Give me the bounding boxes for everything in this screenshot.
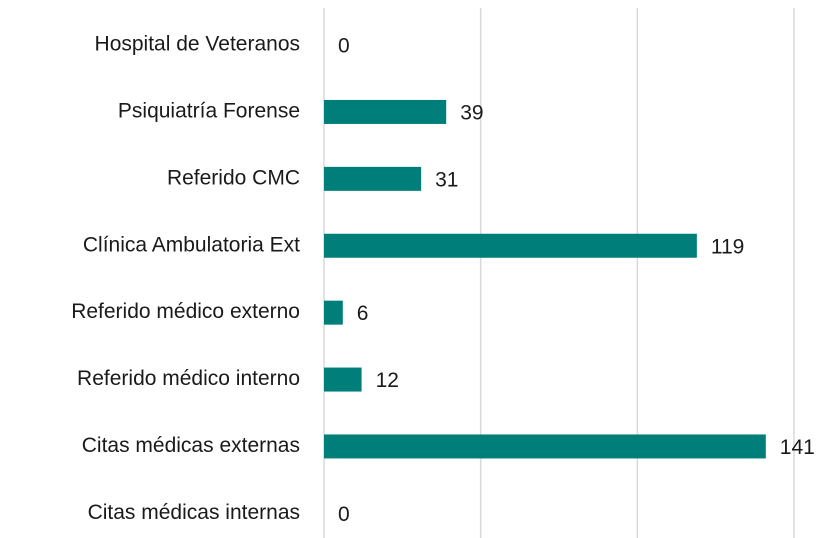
category-label: Citas médicas externas <box>82 434 300 457</box>
category-label: Referido CMC <box>167 166 300 189</box>
value-label: 31 <box>435 168 458 191</box>
category-label: Referido médico externo <box>71 300 300 323</box>
bar <box>324 434 766 459</box>
value-label: 39 <box>460 101 483 124</box>
bar <box>324 166 422 191</box>
category-label: Citas médicas internas <box>88 501 300 524</box>
value-label: 0 <box>338 503 350 526</box>
value-label: 141 <box>780 436 815 459</box>
bar <box>324 300 343 325</box>
category-label: Hospital de Veteranos <box>95 33 300 56</box>
value-label: 12 <box>376 369 399 392</box>
category-label: Psiquiatría Forense <box>118 99 300 122</box>
category-label: Referido médico interno <box>77 367 300 390</box>
value-label: 119 <box>711 235 744 258</box>
value-label: 0 <box>338 35 350 58</box>
bar <box>324 99 447 124</box>
value-label: 6 <box>357 302 369 325</box>
bar <box>324 233 697 258</box>
category-label: Clínica Ambulatoria Ext <box>83 233 300 256</box>
bar <box>324 367 362 392</box>
